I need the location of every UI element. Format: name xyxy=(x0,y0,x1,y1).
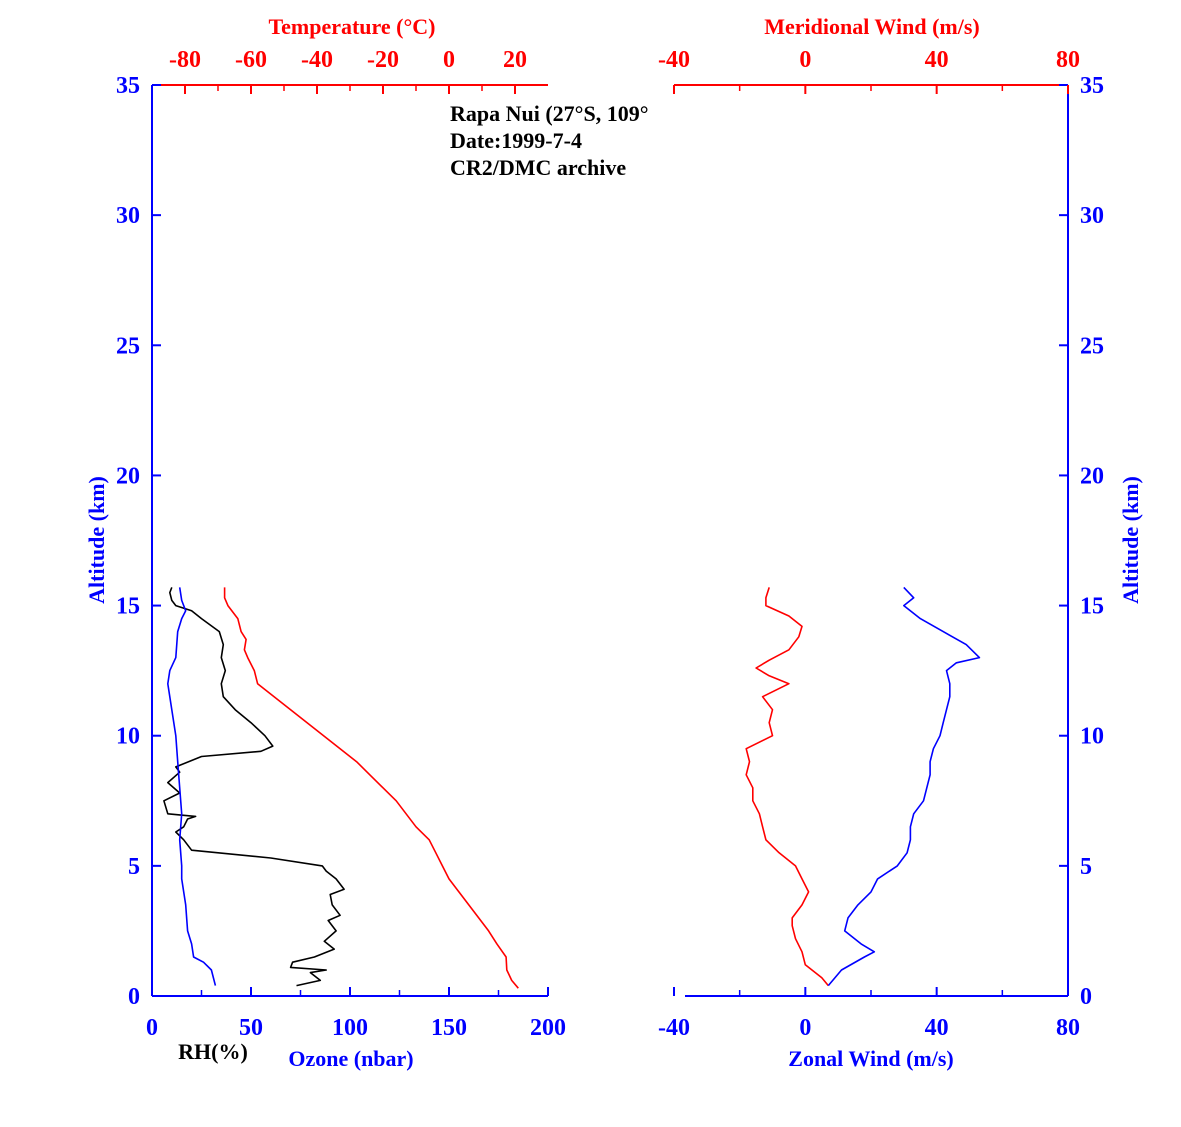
left-y-tick-label: 0 xyxy=(128,984,140,1010)
left-y-tick-label: 25 xyxy=(116,333,140,359)
left-panel-top-ticks: -80 -60 -40 -20 0 20 xyxy=(169,47,527,94)
left-series-line-1 xyxy=(163,587,345,987)
right-bottom-tick-label: -40 xyxy=(658,1015,690,1041)
rh-axis-label: RH(%) xyxy=(178,1039,248,1064)
station-annotation: Rapa Nui (27°S, 109° Date:1999-7-4 CR2/D… xyxy=(450,101,649,180)
zonal-wind-axis-label: Zonal Wind (m/s) xyxy=(788,1046,953,1071)
left-bottom-tick-label: 100 xyxy=(332,1015,368,1041)
left-y-tick-label: 10 xyxy=(116,724,140,750)
left-top-tick-label: -20 xyxy=(367,47,399,73)
left-top-tick-label: 0 xyxy=(443,47,455,73)
left-top-axis-title: Temperature (°C) xyxy=(268,14,435,39)
annotation-line3: CR2/DMC archive xyxy=(450,155,626,180)
right-y-axis-title: Altitude (km) xyxy=(1118,476,1143,604)
left-top-tick-label: -60 xyxy=(235,47,267,73)
right-y-tick-label: 0 xyxy=(1080,984,1092,1010)
left-series-line-2 xyxy=(167,587,217,986)
right-top-tick-label: -40 xyxy=(658,47,690,73)
left-panel-series xyxy=(163,587,519,989)
left-top-tick-label: -40 xyxy=(301,47,333,73)
left-bottom-tick-label: 50 xyxy=(239,1015,263,1041)
right-y-tick-label: 15 xyxy=(1080,594,1104,620)
right-y-tick-label: 10 xyxy=(1080,724,1104,750)
right-top-tick-label: 80 xyxy=(1056,47,1080,73)
left-y-tick-label: 30 xyxy=(116,203,140,229)
right-series-line-0 xyxy=(745,587,829,987)
left-y-tick-label: 15 xyxy=(116,594,140,620)
right-bottom-tick-label: 40 xyxy=(925,1015,949,1041)
right-panel-series xyxy=(745,586,981,987)
left-panel-y-ticks: 0 5 10 15 20 25 30 35 xyxy=(116,73,161,1010)
right-panel-bottom-ticks: -40 0 40 80 xyxy=(658,987,1080,1041)
right-bottom-tick-label: 80 xyxy=(1056,1015,1080,1041)
ozone-axis-label: Ozone (nbar) xyxy=(288,1046,413,1071)
right-top-axis-title: Meridional Wind (m/s) xyxy=(764,14,980,39)
left-bottom-tick-label: 200 xyxy=(530,1015,566,1041)
left-y-axis-title: Altitude (km) xyxy=(84,476,109,604)
right-y-tick-label: 25 xyxy=(1080,333,1104,359)
left-panel-bottom-ticks: 0 50 100 150 200 xyxy=(146,987,566,1041)
right-top-tick-label: 40 xyxy=(925,47,949,73)
left-bottom-tick-label: 0 xyxy=(146,1015,158,1041)
right-y-tick-label: 35 xyxy=(1080,73,1104,99)
left-panel: 0 5 10 15 20 25 30 35 -80 -60 -40 -20 0 20 0 50 100 150… xyxy=(84,14,649,1071)
left-y-tick-label: 20 xyxy=(116,463,140,489)
right-bottom-tick-label: 0 xyxy=(799,1015,811,1041)
left-top-tick-label: -80 xyxy=(169,47,201,73)
right-y-tick-label: 30 xyxy=(1080,203,1104,229)
right-panel-top-ticks: -40 0 40 80 xyxy=(658,47,1080,94)
left-series-line-0 xyxy=(223,587,519,989)
annotation-line2: Date:1999-7-4 xyxy=(450,128,582,153)
right-series-line-1 xyxy=(827,586,981,987)
right-y-tick-label: 5 xyxy=(1080,854,1092,880)
right-panel: 0 5 10 15 20 25 30 35 -40 0 40 80 -40 0 40 80 Meridio… xyxy=(658,14,1143,1071)
right-top-tick-label: 0 xyxy=(799,47,811,73)
left-bottom-tick-label: 150 xyxy=(431,1015,467,1041)
right-y-tick-label: 20 xyxy=(1080,463,1104,489)
left-top-tick-label: 20 xyxy=(503,47,527,73)
right-panel-y-ticks: 0 5 10 15 20 25 30 35 xyxy=(1059,73,1104,1010)
annotation-line1: Rapa Nui (27°S, 109° xyxy=(450,101,649,126)
left-y-tick-label: 35 xyxy=(116,73,140,99)
left-y-tick-label: 5 xyxy=(128,854,140,880)
